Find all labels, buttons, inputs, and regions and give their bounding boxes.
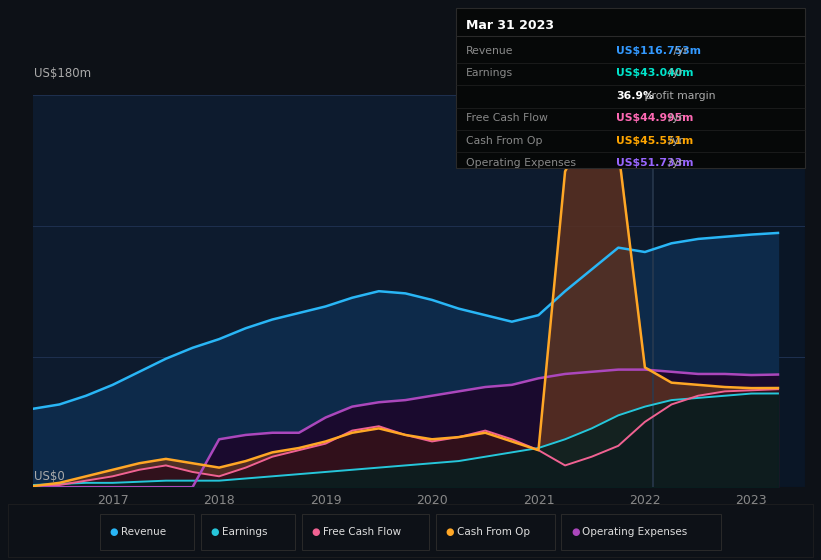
Text: profit margin: profit margin [641,91,716,101]
Text: US$43.040m: US$43.040m [616,68,693,78]
Text: Earnings: Earnings [466,68,512,78]
Text: US$116.753m: US$116.753m [616,46,701,56]
Text: Cash From Op: Cash From Op [457,527,530,537]
Bar [654,95,805,487]
Text: /yr: /yr [665,68,683,78]
Text: /yr: /yr [665,113,683,123]
Text: ●: ● [110,527,118,537]
Text: ●: ● [312,527,320,537]
Text: Earnings: Earnings [222,527,268,537]
Text: US$0: US$0 [34,470,65,483]
Text: /yr: /yr [670,46,688,56]
Text: 36.9%: 36.9% [616,91,654,101]
Text: ●: ● [445,527,454,537]
Text: US$44.995m: US$44.995m [616,113,693,123]
Text: US$45.551m: US$45.551m [616,136,693,146]
Text: US$51.733m: US$51.733m [616,158,693,168]
Text: Cash From Op: Cash From Op [466,136,542,146]
Text: Operating Expenses: Operating Expenses [466,158,576,168]
Text: Mar 31 2023: Mar 31 2023 [466,18,553,32]
Text: ●: ● [210,527,219,537]
Text: Revenue: Revenue [466,46,513,56]
Text: /yr: /yr [665,136,683,146]
Text: Free Cash Flow: Free Cash Flow [323,527,401,537]
Text: US$180m: US$180m [34,67,91,80]
Text: Revenue: Revenue [122,527,166,537]
Text: Free Cash Flow: Free Cash Flow [466,113,548,123]
Text: Operating Expenses: Operating Expenses [583,527,688,537]
Text: /yr: /yr [665,158,683,168]
Text: ●: ● [571,527,580,537]
